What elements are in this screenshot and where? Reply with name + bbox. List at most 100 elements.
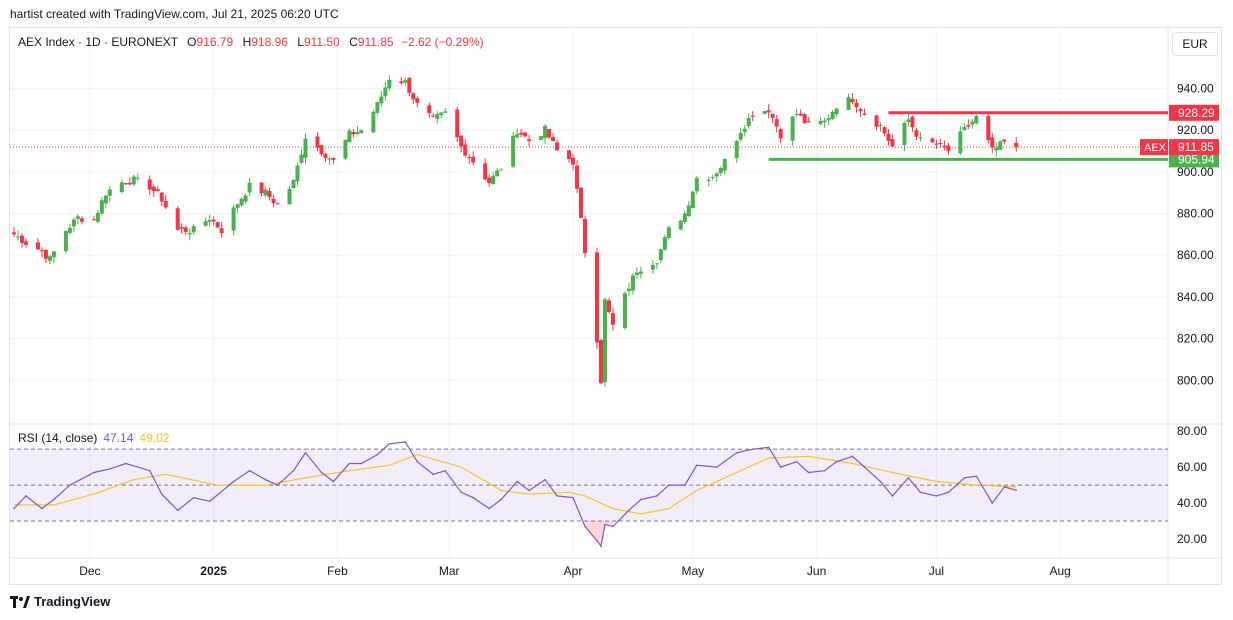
- candle-body: [862, 113, 867, 116]
- candle-body: [131, 176, 136, 185]
- candle-body: [846, 97, 851, 111]
- candle-body: [499, 169, 504, 171]
- candle-body: [63, 230, 68, 252]
- candle-body: [638, 271, 643, 274]
- rsi-point: [628, 509, 630, 512]
- rsi-point: [160, 493, 163, 495]
- candle-body: [267, 191, 272, 198]
- rsi-point: [544, 478, 546, 481]
- time-tick-label: Mar: [439, 564, 460, 578]
- rsi-point: [41, 507, 43, 510]
- rsi-ma-line: [14, 453, 1017, 515]
- candle-body: [610, 313, 615, 325]
- time-tick-label: Jul: [929, 564, 944, 578]
- candle-body: [650, 264, 655, 270]
- candle-body: [471, 156, 476, 163]
- candle-body: [527, 139, 532, 142]
- candle-body: [359, 130, 364, 133]
- rsi-point: [751, 448, 754, 450]
- candle-body: [974, 115, 979, 124]
- candle-body: [806, 121, 811, 123]
- candle-body: [515, 134, 520, 138]
- candle-body: [910, 116, 915, 128]
- rsi-point: [879, 480, 882, 483]
- candle-body: [654, 263, 659, 265]
- rsi-point: [404, 441, 407, 443]
- symbol-label: AEX Index · 1D · EURONEXT: [18, 35, 178, 49]
- candle-body: [15, 236, 20, 238]
- candle-body: [203, 221, 208, 226]
- rsi-point: [528, 489, 530, 492]
- tradingview-footer[interactable]: TradingView: [10, 594, 110, 609]
- candle-body: [191, 226, 196, 233]
- rsi-point: [292, 469, 295, 472]
- rsi-point: [432, 473, 435, 476]
- candle-body: [626, 288, 631, 292]
- time-tick-label: May: [681, 564, 704, 578]
- rsi-point: [975, 475, 978, 477]
- candle-body: [834, 108, 839, 115]
- candle-body: [539, 136, 544, 141]
- candle-body: [399, 81, 404, 84]
- candle-body: [355, 131, 360, 135]
- rsi-tick-label: 80.00: [1177, 424, 1207, 438]
- candle-body: [890, 138, 895, 147]
- last-price-label-bg: [1169, 139, 1219, 156]
- candle-body: [187, 232, 192, 235]
- candle-body: [351, 131, 356, 135]
- rsi-point: [304, 451, 307, 454]
- currency-button[interactable]: EUR: [1172, 32, 1218, 56]
- candle-body: [75, 216, 80, 219]
- rsi-point: [668, 484, 670, 486]
- candle-body: [179, 227, 184, 229]
- rsi-point: [332, 480, 335, 483]
- candle-body: [882, 127, 887, 134]
- time-tick-label: Dec: [79, 564, 100, 578]
- candle-body: [511, 135, 516, 167]
- rsi-lines: [13, 441, 1018, 548]
- candle-body: [263, 189, 268, 196]
- candle-body: [183, 227, 188, 232]
- candle-body: [95, 212, 100, 222]
- open-value: 916.79: [196, 35, 234, 49]
- rsi-point: [516, 480, 518, 483]
- candle-body: [411, 93, 416, 100]
- rsi-point: [444, 469, 447, 472]
- candle-body: [706, 180, 711, 182]
- candle-body: [47, 256, 52, 261]
- candle-body: [119, 182, 124, 192]
- candle-body: [19, 235, 24, 244]
- candle-body: [858, 109, 863, 112]
- candle-body: [239, 198, 244, 206]
- support-label: 905.94: [1178, 152, 1215, 166]
- candle-body: [135, 177, 140, 179]
- candle-body: [634, 272, 639, 276]
- candle-body: [415, 98, 420, 103]
- candle-body: [427, 105, 432, 114]
- rsi-point: [947, 491, 950, 494]
- candle-body: [930, 138, 935, 143]
- candle-body: [774, 119, 779, 127]
- high-value: 918.96: [251, 35, 288, 49]
- candle-body: [850, 98, 855, 103]
- tradingview-logo-text: TradingView: [34, 594, 111, 609]
- rsi-point: [935, 495, 938, 497]
- candle-body: [435, 114, 440, 119]
- candle-body: [315, 136, 320, 148]
- candle-body: [575, 165, 580, 189]
- change-value: −2.62 (−0.29%): [400, 35, 484, 49]
- chart-frame: [9, 27, 1222, 585]
- candle-body: [35, 242, 40, 250]
- candle-body: [918, 137, 923, 139]
- candle-body: [962, 126, 967, 131]
- candle-body: [491, 175, 496, 185]
- low-value: 911.50: [303, 35, 340, 49]
- candle-body: [483, 163, 488, 180]
- rsi-ma-value: 49.02: [139, 431, 170, 445]
- rsi-point: [863, 466, 866, 468]
- candle-body: [710, 177, 715, 179]
- candle-body: [750, 115, 755, 117]
- candle-body: [822, 120, 827, 123]
- rsi-point: [460, 491, 463, 494]
